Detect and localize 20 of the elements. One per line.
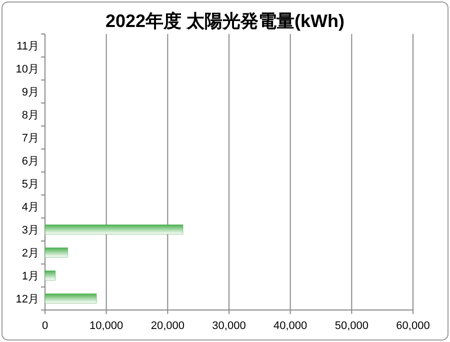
y-tick-label: 7月	[22, 132, 39, 144]
x-tick-label: 0	[42, 320, 48, 332]
y-tick-label: 8月	[22, 110, 39, 122]
y-tick-label: 3月	[22, 224, 39, 236]
x-tick-label: 40,000	[274, 320, 308, 332]
y-tick-label: 1月	[22, 270, 39, 282]
x-tick-label: 10,000	[90, 320, 124, 332]
y-tick-label: 9月	[22, 86, 39, 98]
x-tick-label: 20,000	[150, 320, 184, 332]
y-tick-label: 11月	[16, 40, 39, 52]
y-tick-label: 6月	[22, 156, 39, 168]
y-tick-label: 4月	[22, 202, 39, 214]
y-tick-label: 5月	[22, 178, 39, 190]
x-tick-label: 30,000	[212, 320, 246, 332]
title: 2022年度 太陽光発電量(kWh)	[105, 11, 345, 31]
x-tick-label: 60,000	[396, 320, 430, 332]
x-tick-label: 50,000	[334, 320, 368, 332]
y-tick-label: 2月	[22, 248, 39, 260]
y-tick-label: 10月	[16, 64, 39, 76]
y-tick-label: 12月	[16, 294, 39, 306]
